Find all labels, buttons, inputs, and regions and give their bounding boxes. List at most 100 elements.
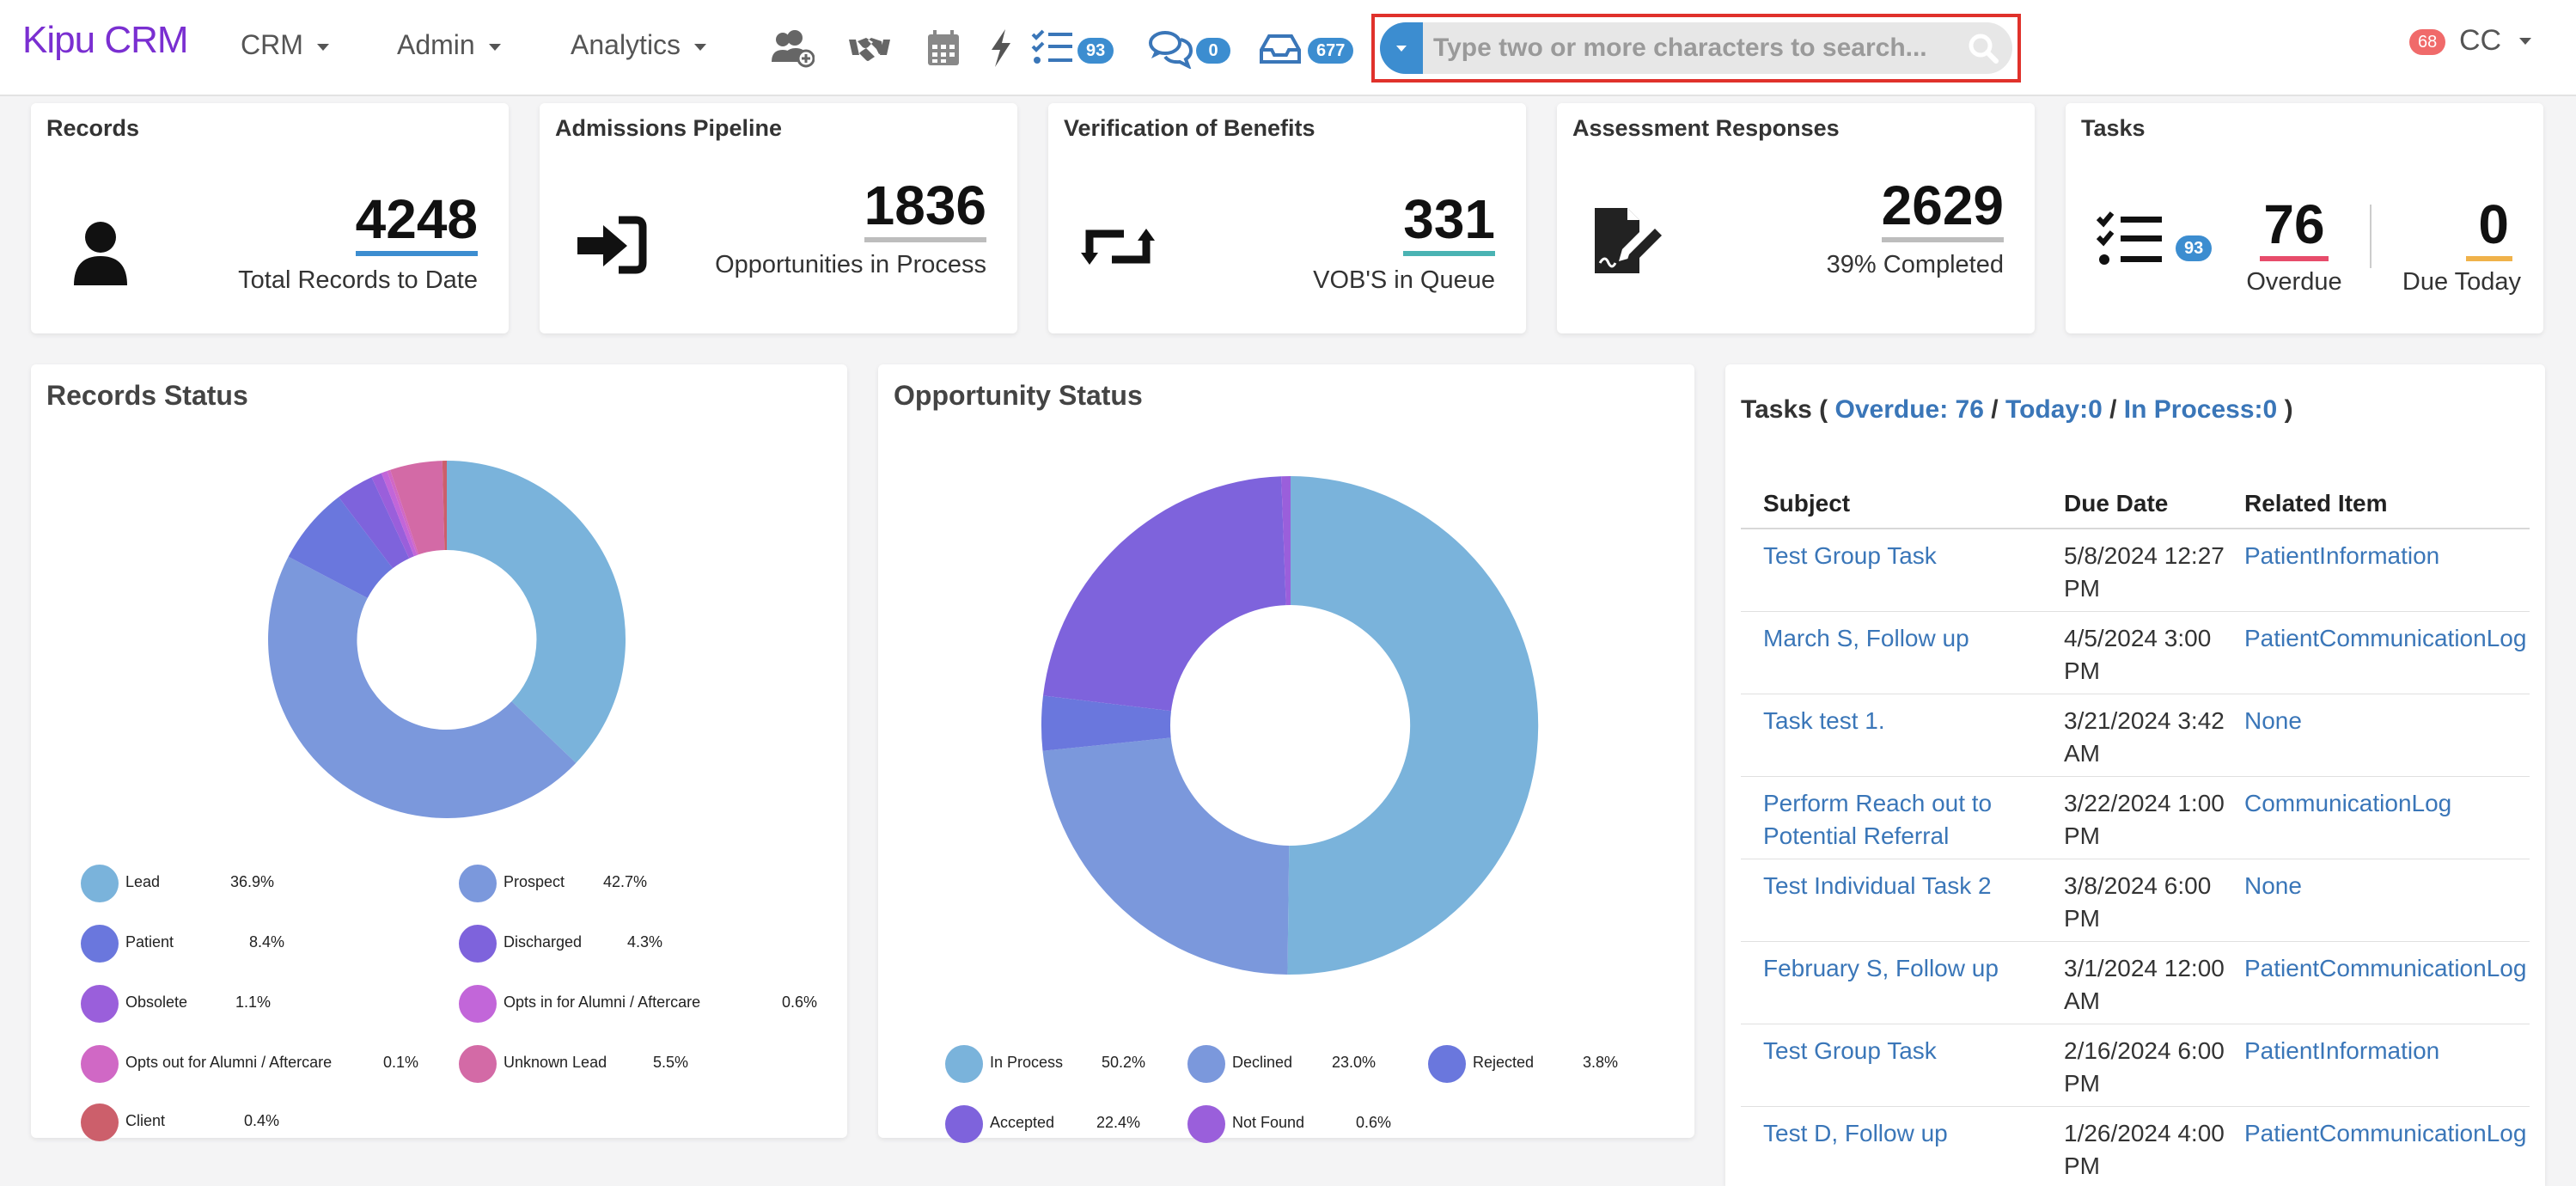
records-total: 4248 bbox=[355, 187, 478, 256]
card-title: Assessment Responses bbox=[1572, 115, 1840, 141]
search-highlight bbox=[1371, 14, 2021, 83]
task-related-link[interactable]: CommunicationLog bbox=[2244, 790, 2452, 816]
search-icon[interactable] bbox=[1966, 31, 2000, 65]
task-subject-link[interactable]: Test Individual Task 2 bbox=[1763, 872, 1992, 899]
search-input[interactable] bbox=[1433, 28, 1949, 69]
records-card[interactable]: Records 4248 Total Records to Date bbox=[31, 103, 509, 333]
opportunity-donut-chart[interactable] bbox=[1033, 468, 1548, 983]
menu-analytics[interactable]: Analytics bbox=[571, 29, 707, 61]
task-related-link[interactable]: PatientInformation bbox=[2244, 1037, 2440, 1064]
header-divider bbox=[1741, 528, 2530, 529]
task-related-link[interactable]: None bbox=[2244, 872, 2302, 899]
legend-swatch bbox=[459, 865, 497, 902]
slice-discharged[interactable] bbox=[339, 477, 410, 569]
slice-lead[interactable] bbox=[447, 461, 626, 763]
overdue-value: 76 bbox=[2260, 193, 2329, 261]
menu-crm[interactable]: CRM bbox=[241, 29, 329, 61]
chevron-down-icon bbox=[694, 43, 707, 51]
task-subject-link[interactable]: Perform Reach out to Potential Referral bbox=[1763, 790, 1993, 849]
records-subtitle: Total Records to Date bbox=[238, 266, 478, 294]
slice-accepted[interactable] bbox=[1043, 476, 1286, 712]
overdue-label: Overdue bbox=[2246, 268, 2342, 296]
user-icon bbox=[62, 213, 139, 290]
task-subject-link[interactable]: February S, Follow up bbox=[1763, 955, 1999, 981]
handshake-icon[interactable] bbox=[847, 28, 892, 69]
assessment-card[interactable]: Assessment Responses 2629 39% Completed bbox=[1557, 103, 2035, 333]
tasks-count-badge: 93 bbox=[1077, 38, 1114, 64]
overdue-stat[interactable]: 76 Overdue bbox=[2244, 193, 2344, 296]
slice-in-process[interactable] bbox=[1287, 476, 1539, 975]
task-due-date: 5/8/2024 12:27 PM bbox=[2064, 542, 2225, 602]
legend-swatch bbox=[945, 1045, 983, 1083]
calendar-icon[interactable] bbox=[921, 28, 966, 69]
slice-rejected[interactable] bbox=[1041, 695, 1171, 751]
tasks-list-icon[interactable] bbox=[1031, 28, 1076, 69]
column-due-date[interactable]: Due Date bbox=[2064, 490, 2169, 517]
search-scope-dropdown[interactable] bbox=[1380, 22, 1423, 74]
tasks-card-badge: 93 bbox=[2176, 235, 2213, 261]
legend-swatch bbox=[81, 925, 119, 963]
slice-patient[interactable] bbox=[288, 497, 394, 598]
table-row: Test Individual Task 2 3/8/2024 6:00 PM … bbox=[1741, 859, 2530, 942]
task-related-link[interactable]: PatientInformation bbox=[2244, 542, 2440, 569]
bolt-icon[interactable] bbox=[980, 28, 1024, 69]
column-related-item[interactable]: Related Item bbox=[2244, 490, 2388, 517]
inbox-icon[interactable] bbox=[1258, 28, 1303, 69]
task-subject-link[interactable]: Test D, Follow up bbox=[1763, 1120, 1948, 1146]
slice-opts-out[interactable] bbox=[387, 469, 419, 555]
slice-opts-in[interactable] bbox=[381, 471, 418, 557]
task-related-link[interactable]: PatientCommunicationLog bbox=[2244, 955, 2527, 981]
slice-declined[interactable] bbox=[1042, 737, 1290, 975]
task-subject-link[interactable]: Task test 1. bbox=[1763, 707, 1885, 734]
assessment-subtitle: 39% Completed bbox=[1826, 251, 2004, 278]
slice-unknown-lead[interactable] bbox=[390, 461, 445, 555]
task-subject-link[interactable]: March S, Follow up bbox=[1763, 625, 1969, 651]
today-link[interactable]: Today:0 bbox=[2005, 395, 2103, 424]
tasks-panel: Tasks ( Overdue: 76 / Today:0 / In Proce… bbox=[1725, 364, 2545, 1186]
legend-swatch bbox=[459, 985, 497, 1023]
column-subject[interactable]: Subject bbox=[1763, 490, 1851, 517]
vob-subtitle: VOB'S in Queue bbox=[1313, 266, 1495, 294]
chevron-down-icon bbox=[488, 43, 501, 51]
overdue-link[interactable]: Overdue: 76 bbox=[1834, 395, 1984, 424]
task-subject-link[interactable]: Test Group Task bbox=[1763, 542, 1937, 569]
chevron-down-icon[interactable] bbox=[2519, 38, 2531, 45]
panel-title: Opportunity Status bbox=[894, 380, 1143, 411]
due-today-stat[interactable]: 0 Due Today bbox=[2392, 193, 2521, 296]
chevron-down-icon bbox=[316, 43, 329, 51]
task-related-link[interactable]: PatientCommunicationLog bbox=[2244, 1120, 2527, 1146]
search-bar bbox=[1380, 22, 2012, 74]
records-donut-chart[interactable] bbox=[258, 450, 636, 828]
legend-swatch bbox=[459, 1045, 497, 1083]
slice-obsolete[interactable] bbox=[371, 473, 414, 559]
slice-prospect[interactable] bbox=[268, 556, 577, 818]
chat-icon[interactable] bbox=[1148, 28, 1193, 70]
in-process-link[interactable]: In Process:0 bbox=[2123, 395, 2278, 424]
vob-total: 331 bbox=[1403, 187, 1495, 256]
inbox-count-badge: 677 bbox=[1308, 38, 1354, 64]
task-subject-link[interactable]: Test Group Task bbox=[1763, 1037, 1937, 1064]
user-menu[interactable]: CC bbox=[2459, 24, 2502, 57]
user-notification-badge[interactable]: 68 bbox=[2409, 29, 2446, 55]
table-row: Perform Reach out to Potential Referral … bbox=[1741, 777, 2530, 859]
kipu-logo[interactable]: Kipu CRM bbox=[22, 19, 189, 61]
value-underline bbox=[1881, 237, 2004, 242]
card-title: Records bbox=[46, 115, 140, 141]
vob-card[interactable]: Verification of Benefits 331 VOB'S in Qu… bbox=[1048, 103, 1526, 333]
legend-swatch bbox=[81, 985, 119, 1023]
legend-swatch bbox=[81, 1045, 119, 1083]
task-due-date: 4/5/2024 3:00 PM bbox=[2064, 625, 2212, 684]
legend-swatch bbox=[1187, 1045, 1225, 1083]
menu-admin[interactable]: Admin bbox=[397, 29, 501, 61]
legend-swatch bbox=[459, 925, 497, 963]
admissions-card[interactable]: Admissions Pipeline 1836 Opportunities i… bbox=[540, 103, 1017, 333]
task-related-link[interactable]: None bbox=[2244, 707, 2302, 734]
add-user-icon[interactable] bbox=[770, 28, 815, 69]
tasks-list-icon bbox=[2096, 210, 2165, 270]
slice-client[interactable] bbox=[442, 461, 447, 550]
admissions-total: 1836 bbox=[864, 174, 986, 242]
value-underline bbox=[355, 251, 478, 256]
task-related-link[interactable]: PatientCommunicationLog bbox=[2244, 625, 2527, 651]
tasks-card[interactable]: Tasks 93 76 Overdue 0 Due Today bbox=[2066, 103, 2543, 333]
slice-not-found[interactable] bbox=[1281, 476, 1291, 606]
